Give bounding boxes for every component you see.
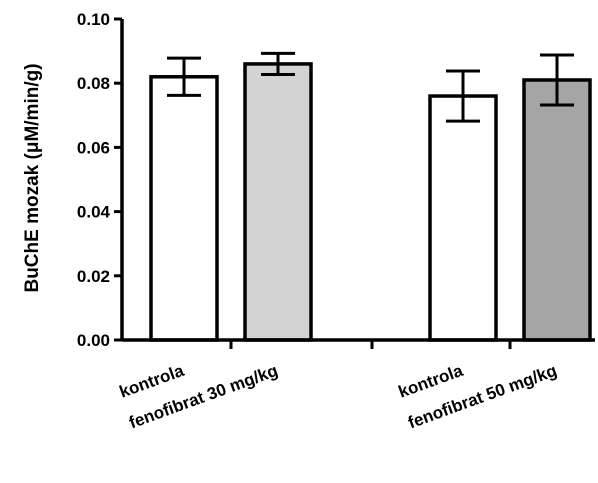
y-tick-label-4: 0.08: [77, 74, 110, 93]
y-tick-labels: 0.00 0.02 0.04 0.06 0.08 0.10: [77, 10, 111, 350]
y-axis-title: BuChE mozak (μM/min/g): [22, 63, 43, 292]
bars-group: [149, 62, 592, 342]
y-tick-label-1: 0.02: [77, 267, 110, 286]
error-bars-group: [167, 51, 574, 123]
bar-3: [428, 94, 498, 342]
y-tick-label-5: 0.10: [77, 10, 110, 29]
axes-group: [114, 17, 595, 349]
bar-4: [522, 78, 592, 342]
y-tick-label-3: 0.06: [77, 138, 110, 157]
y-tick-label-2: 0.04: [77, 203, 111, 222]
y-tick-label-0: 0.00: [77, 331, 110, 350]
bar-2: [243, 62, 313, 342]
bar-1: [149, 75, 219, 342]
